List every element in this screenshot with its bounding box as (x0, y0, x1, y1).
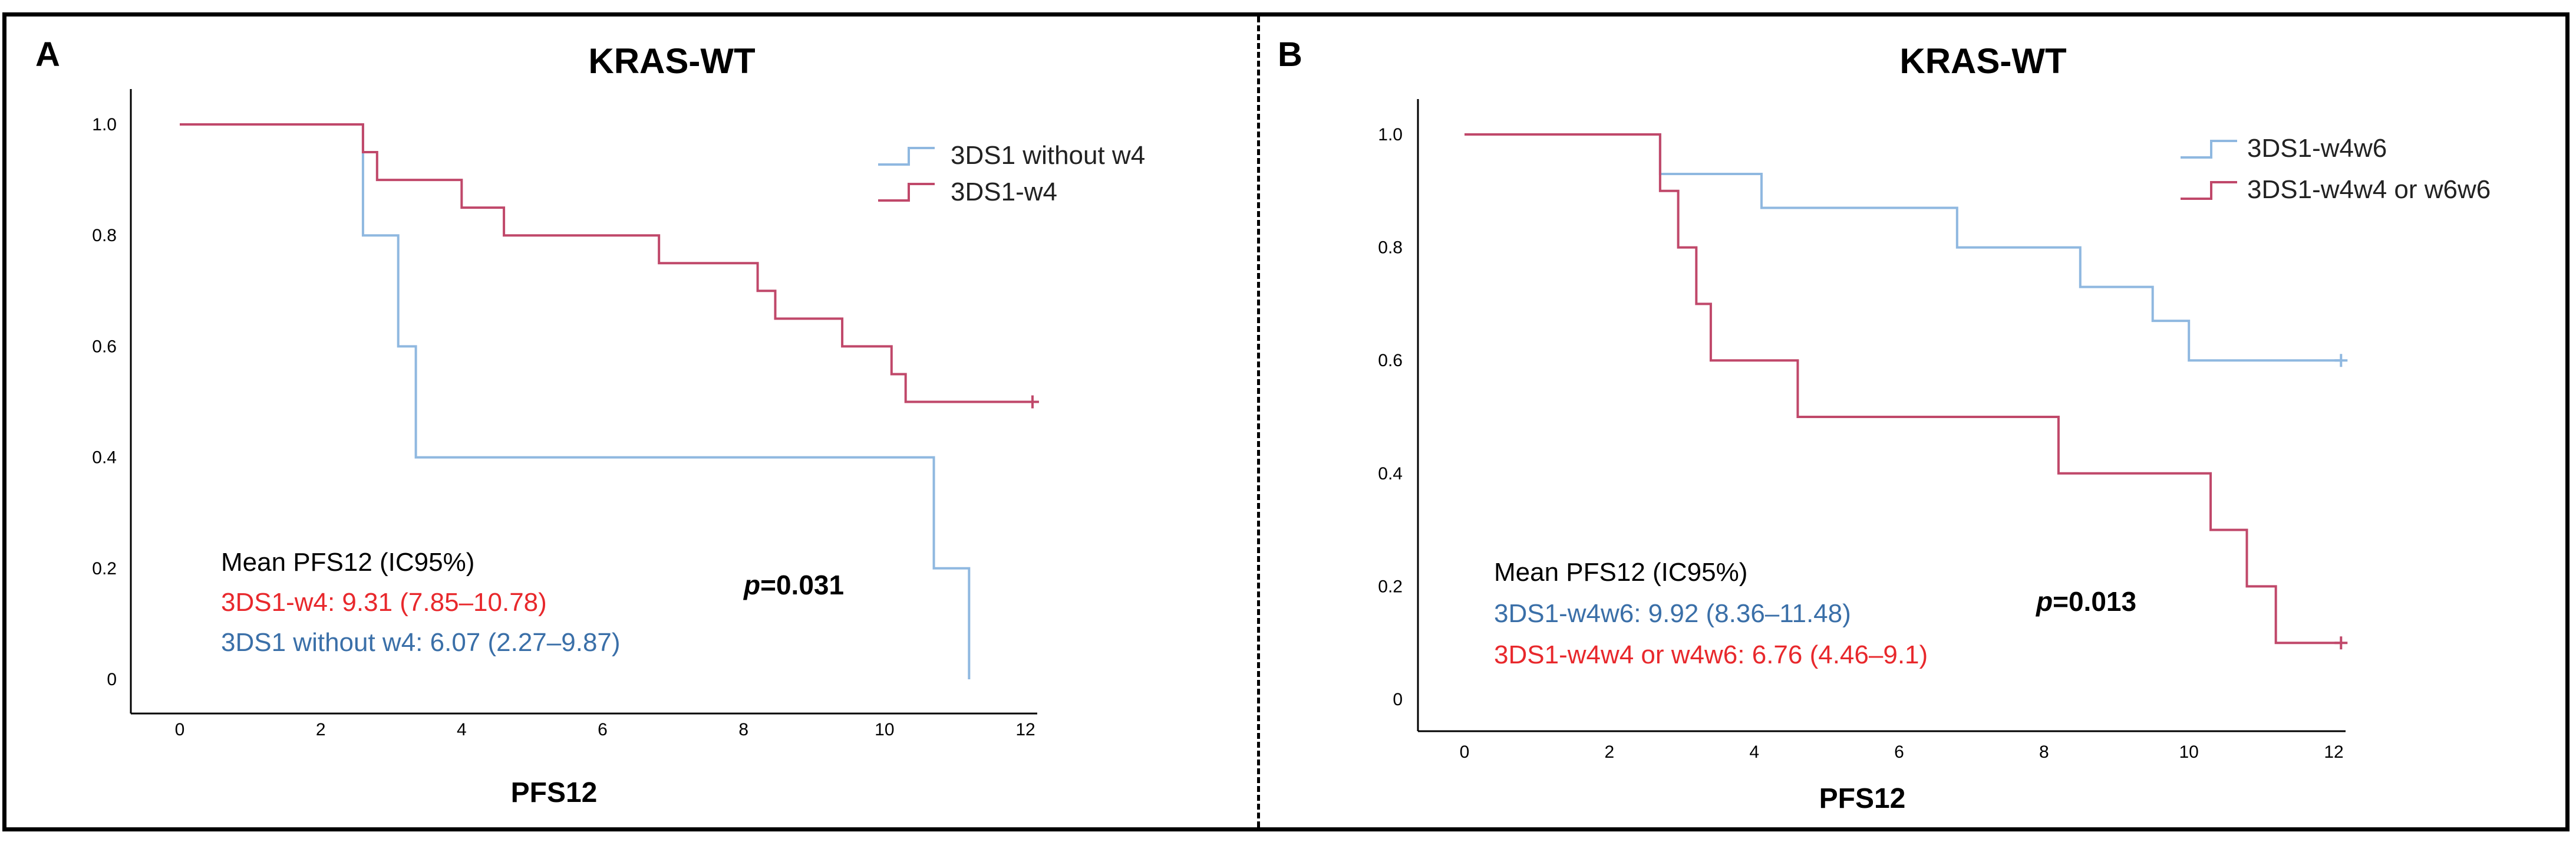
panel-b-p-number: =0.013 (2053, 586, 2136, 617)
panel-a: A KRAS-WT PFS12 3DS1 without w4 3DS1-w4 … (35, 35, 1145, 808)
panel-a-y-tick-label: 1.0 (92, 115, 117, 134)
panel-a-legend-label-0: 3DS1 without w4 (951, 141, 1145, 170)
panel-b-x-tick-label: 2 (1604, 742, 1614, 762)
panel-b-legend-label-1: 3DS1-w4w4 or w6w6 (2247, 175, 2491, 204)
panel-a-p-symbol: p (743, 570, 760, 600)
panel-b-legend-symbol-0 (2181, 140, 2237, 159)
panel-b-y-tick-label: 0.8 (1378, 238, 1403, 258)
panel-b-censor-mark-0 (2334, 354, 2348, 367)
panel-b-stat-0: 3DS1-w4w6: 9.92 (8.36–11.48) (1494, 599, 1851, 628)
panel-a-p-value: p=0.031 (743, 570, 844, 600)
panel-a-p-number: =0.031 (760, 570, 844, 600)
panel-a-x-tick-label: 12 (1015, 720, 1035, 739)
panel-a-x-tick-label: 2 (316, 720, 326, 739)
panel-a-stat-0: 3DS1-w4: 9.31 (7.85–10.78) (221, 588, 547, 617)
panel-a-legend-symbol-1 (878, 183, 935, 202)
panel-b: B KRAS-WT PFS12 3DS1-w4w6 3DS1-w4w4 or w… (1278, 35, 2491, 814)
panel-a-y-tick-label: 0.6 (92, 337, 117, 356)
panel-a-x-tick-label: 4 (457, 720, 467, 739)
panel-b-x-tick-label: 8 (2039, 742, 2049, 762)
panel-a-x-axis-label: PFS12 (511, 777, 598, 808)
panel-a-x-tick-label: 0 (175, 720, 185, 739)
panel-b-y-tick-label: 1.0 (1378, 125, 1403, 144)
panel-b-p-value: p=0.013 (2035, 586, 2136, 617)
panel-a-stat-1: 3DS1 without w4: 6.07 (2.27–9.87) (221, 628, 621, 657)
panel-a-legend-symbol-0 (878, 147, 935, 166)
panel-b-y-tick-label: 0.6 (1378, 351, 1403, 370)
panel-b-series-line-1 (1465, 133, 2341, 645)
panel-a-x-tick-label: 8 (738, 720, 748, 739)
panel-a-x-tick-label: 6 (598, 720, 608, 739)
panel-a-stats-header: Mean PFS12 (IC95%) (221, 548, 474, 577)
panel-b-y-tick-label: 0 (1393, 690, 1403, 709)
panel-b-stat-1: 3DS1-w4w4 or w4w6: 6.76 (4.46–9.1) (1494, 640, 1928, 669)
panel-b-y-tick-label: 0.2 (1378, 577, 1403, 596)
panel-a-y-tick-label: 0.4 (92, 448, 117, 468)
panel-a-y-tick-label: 0.8 (92, 226, 117, 245)
panel-b-x-axis-label: PFS12 (1819, 783, 1906, 814)
panel-a-y-tick-label: 0 (107, 670, 117, 689)
panel-b-p-symbol: p (2035, 586, 2053, 617)
panel-b-x-tick-label: 4 (1749, 742, 1759, 762)
panel-b-x-tick-label: 12 (2324, 742, 2343, 762)
panel-b-legend-symbol-1 (2181, 181, 2237, 200)
panel-a-title: KRAS-WT (588, 41, 755, 81)
panel-a-x-tick-label: 10 (875, 720, 894, 739)
panel-b-title: KRAS-WT (1899, 41, 2066, 81)
panel-a-y-tick-label: 0.2 (92, 559, 117, 578)
panel-b-x-tick-label: 6 (1894, 742, 1904, 762)
panel-b-series-line-0 (1465, 133, 2341, 362)
panel-b-x-tick-label: 10 (2179, 742, 2198, 762)
panel-b-legend-label-0: 3DS1-w4w6 (2247, 134, 2387, 163)
panel-a-letter: A (35, 35, 60, 74)
panel-b-stats-header: Mean PFS12 (IC95%) (1494, 558, 1747, 587)
panel-a-series-line-0 (180, 123, 971, 679)
panel-b-x-tick-label: 0 (1460, 742, 1470, 762)
panel-b-y-tick-label: 0.4 (1378, 464, 1403, 484)
panel-a-series-line-1 (180, 123, 1033, 403)
figure-frame (2, 12, 2570, 831)
panel-b-censor-mark-1 (2334, 636, 2348, 650)
panel-divider (1257, 17, 1260, 827)
panel-a-legend-label-1: 3DS1-w4 (951, 177, 1057, 206)
panel-b-letter: B (1278, 35, 1302, 74)
panel-a-censor-mark-1 (1025, 395, 1039, 409)
